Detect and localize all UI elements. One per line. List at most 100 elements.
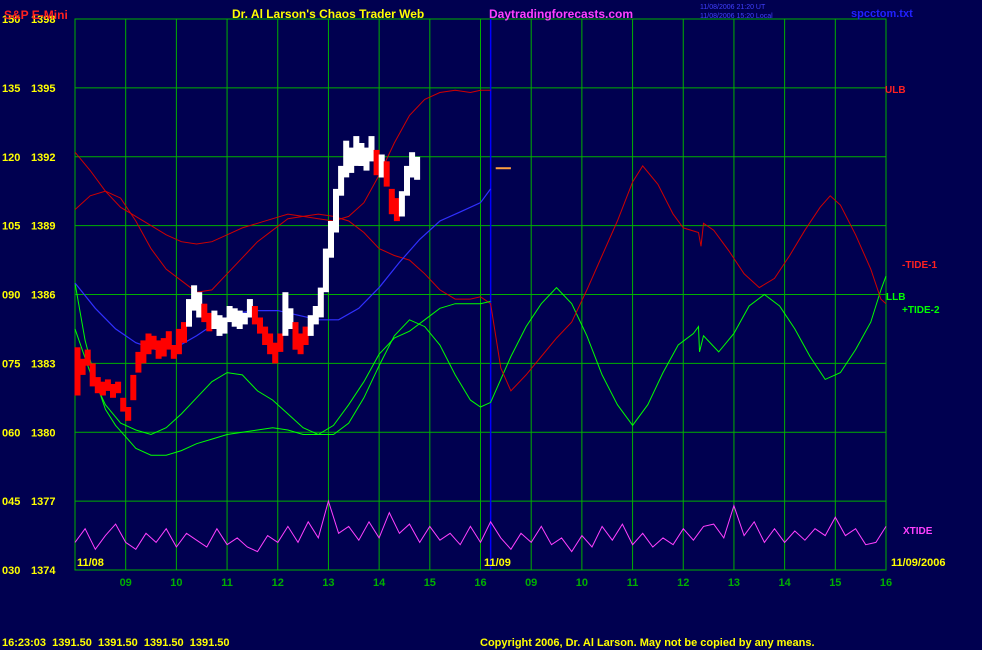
price-bar bbox=[373, 149, 380, 176]
price-bar bbox=[348, 147, 355, 173]
price-bar bbox=[99, 381, 106, 396]
y-axis-ticks: 150 1398 135 1395 120 1392 105 1389 090 1386 075 13… bbox=[2, 14, 56, 577]
price-bar bbox=[170, 345, 177, 359]
price-bar bbox=[368, 136, 375, 162]
price-bar bbox=[155, 340, 162, 359]
price-bar bbox=[140, 340, 147, 364]
copyright: Copyright 2006, Dr. Al Larson. May not b… bbox=[480, 637, 815, 649]
date-label-start: 11/08 bbox=[77, 557, 104, 569]
grid-lines bbox=[74, 18, 887, 571]
price-bar bbox=[353, 136, 360, 166]
x-axis-ticks: 09 10 11 12 13 14 15 16 09 10 11 12 13 14 15 16 bbox=[120, 577, 893, 589]
price-bar bbox=[287, 308, 294, 329]
price-bar bbox=[302, 326, 309, 345]
price-bar bbox=[201, 303, 208, 323]
price-bar bbox=[135, 351, 142, 373]
price-bar bbox=[338, 165, 345, 196]
price-bar bbox=[246, 299, 253, 318]
price-bar bbox=[277, 333, 284, 352]
y-tick-price: 1398 bbox=[31, 14, 55, 26]
price-bars bbox=[74, 136, 511, 421]
y-tick-left: 060 bbox=[2, 427, 20, 439]
x-tick-label: 11 bbox=[221, 577, 233, 589]
x-tick-label: 10 bbox=[170, 577, 182, 589]
price-bar bbox=[110, 384, 116, 398]
price-bar bbox=[267, 333, 274, 355]
x-tick-label: 12 bbox=[272, 577, 284, 589]
price-bar bbox=[262, 326, 269, 345]
price-bar bbox=[363, 147, 370, 171]
price-bar bbox=[322, 248, 329, 293]
price-bar bbox=[282, 292, 289, 336]
price-bar bbox=[297, 333, 304, 355]
price-bar bbox=[307, 315, 314, 336]
price-bar bbox=[312, 306, 319, 325]
price-bar bbox=[226, 306, 233, 323]
y-tick-price: 1386 bbox=[31, 290, 55, 302]
x-tick-label: 09 bbox=[120, 577, 132, 589]
price-bar bbox=[388, 188, 395, 215]
price-bar bbox=[409, 152, 416, 178]
price-bar bbox=[414, 156, 421, 180]
price-bar bbox=[120, 397, 127, 412]
price-bar bbox=[251, 306, 258, 325]
quote-line: 16:23:03 1391.50 1391.50 1391.50 1391.50 bbox=[2, 637, 230, 649]
price-bar bbox=[393, 198, 400, 222]
x-tick-label: 12 bbox=[677, 577, 689, 589]
y-tick-price: 1374 bbox=[31, 565, 56, 577]
y-tick-price: 1383 bbox=[31, 358, 55, 370]
series-ulb bbox=[74, 89, 491, 245]
price-bar bbox=[94, 377, 101, 394]
y-tick-left: 045 bbox=[2, 496, 20, 508]
price-bar bbox=[206, 312, 213, 332]
x-tick-label: 09 bbox=[525, 577, 537, 589]
series-tide1 bbox=[74, 165, 887, 392]
x-tick-label: 11 bbox=[627, 577, 639, 589]
y-tick-price: 1392 bbox=[31, 152, 55, 164]
price-bar bbox=[115, 381, 122, 394]
price-bar bbox=[104, 379, 111, 391]
label-tide2: +TIDE-2 bbox=[902, 305, 940, 316]
price-bar bbox=[383, 161, 390, 187]
price-bar bbox=[165, 331, 172, 350]
price-bar bbox=[84, 349, 91, 366]
price-bar bbox=[181, 322, 187, 343]
x-tick-label: 14 bbox=[373, 577, 386, 589]
x-tick-label: 15 bbox=[424, 577, 436, 589]
price-bar bbox=[150, 335, 157, 350]
price-bar bbox=[74, 347, 81, 396]
label-llb: LLB bbox=[886, 292, 905, 303]
chart-title: Dr. Al Larson's Chaos Trader Web bbox=[232, 7, 424, 21]
stamp-ut: 11/08/2006 21:20 UT bbox=[700, 4, 766, 11]
price-bar bbox=[130, 374, 137, 401]
price-bar bbox=[196, 292, 203, 318]
site-label: Daytradingforecasts.com bbox=[489, 7, 633, 21]
label-ulb: ULB bbox=[885, 85, 906, 96]
date-label-mid: 11/09 bbox=[484, 557, 511, 569]
label-xtide: XTIDE bbox=[903, 526, 933, 537]
y-tick-left: 030 bbox=[2, 565, 20, 577]
price-bar bbox=[328, 221, 334, 258]
x-tick-label: 13 bbox=[322, 577, 334, 589]
price-bar bbox=[231, 308, 238, 327]
price-bar bbox=[89, 363, 96, 387]
price-bar bbox=[358, 143, 365, 166]
x-tick-label: 16 bbox=[474, 577, 486, 589]
price-bar bbox=[272, 342, 279, 364]
price-bar bbox=[160, 338, 167, 357]
y-tick-left: 120 bbox=[2, 152, 20, 164]
x-tick-label: 13 bbox=[728, 577, 740, 589]
series-xtide bbox=[74, 499, 887, 553]
x-tick-label: 16 bbox=[880, 577, 892, 589]
price-bar bbox=[333, 188, 339, 233]
price-bar bbox=[216, 315, 223, 336]
y-tick-price: 1377 bbox=[31, 496, 55, 508]
x-tick-label: 10 bbox=[576, 577, 588, 589]
price-bar bbox=[211, 310, 218, 329]
x-tick-label: 14 bbox=[779, 577, 792, 589]
price-bar bbox=[398, 191, 405, 217]
price-bar bbox=[125, 407, 132, 421]
label-tide1: -TIDE-1 bbox=[902, 260, 937, 271]
instrument-label: S&P E-Mini bbox=[4, 8, 68, 22]
